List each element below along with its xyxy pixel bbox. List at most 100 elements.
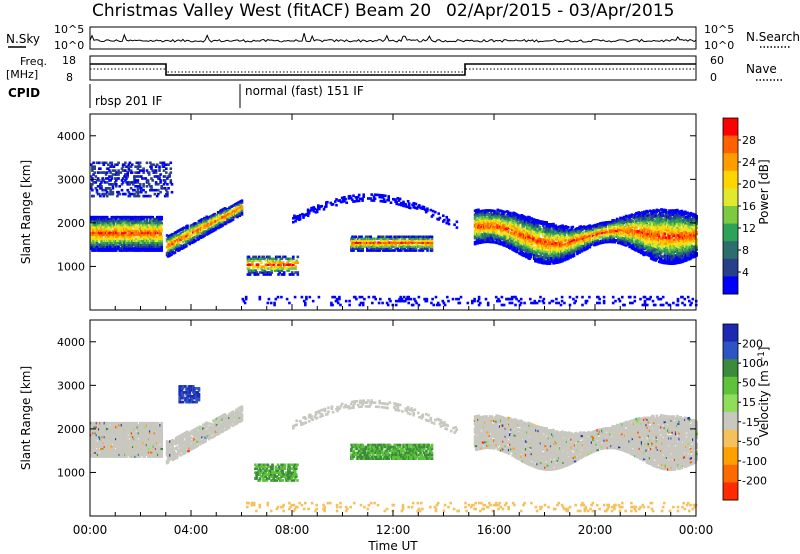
power-echo-band bbox=[673, 250, 677, 253]
power-echo-band bbox=[695, 218, 698, 222]
power-echo-band bbox=[505, 237, 509, 241]
power-echo-midday bbox=[430, 235, 434, 239]
power-echo-early bbox=[100, 235, 103, 239]
power-echo-early bbox=[142, 217, 145, 221]
power-echo-band bbox=[655, 255, 659, 259]
power-echo-early bbox=[99, 233, 102, 237]
power-echo-band bbox=[487, 238, 490, 242]
power-echo-midday bbox=[409, 245, 412, 248]
power-echo-band bbox=[670, 230, 673, 234]
power-echo-band bbox=[562, 231, 565, 235]
power-echo-band bbox=[548, 227, 552, 230]
power-echo-band bbox=[676, 248, 679, 251]
power-echo-band bbox=[530, 232, 534, 236]
power-echo-lowpatch bbox=[251, 263, 254, 266]
power-echo-band bbox=[660, 237, 663, 241]
power-echo-arc bbox=[173, 241, 177, 244]
power-echo-band bbox=[651, 216, 654, 220]
power-echo-band bbox=[596, 238, 600, 242]
power-echo-early bbox=[153, 223, 157, 227]
power-echo-early bbox=[117, 229, 120, 233]
power-echo-lowpatch bbox=[247, 265, 251, 268]
power-echo-band bbox=[536, 223, 539, 226]
power-echo-arc bbox=[221, 224, 224, 227]
power-echo-band bbox=[695, 242, 698, 245]
power-echo-band bbox=[653, 248, 656, 252]
power-echo-lowpatch bbox=[282, 271, 286, 274]
cpid-row: CPID rbsp 201 IF normal (fast) 151 IF bbox=[8, 84, 364, 108]
power-echo-band bbox=[609, 232, 612, 236]
power-echo-band bbox=[501, 229, 504, 233]
power-echo-band bbox=[572, 240, 576, 244]
power-echo-band bbox=[560, 242, 563, 246]
power-echo-band bbox=[569, 256, 572, 259]
power-echo-band bbox=[657, 242, 661, 246]
power-echo-upper bbox=[109, 179, 112, 182]
power-echo-band bbox=[621, 219, 625, 222]
power-echo-band bbox=[594, 241, 597, 244]
power-echo-upper bbox=[117, 169, 120, 172]
power-echo-band bbox=[659, 252, 662, 256]
power-echo-early bbox=[160, 245, 163, 248]
power-echo-early bbox=[157, 223, 160, 227]
power-echo-midday bbox=[386, 237, 389, 241]
power-echo-early bbox=[93, 235, 96, 239]
power-echo-band bbox=[668, 234, 671, 238]
power-echo-band bbox=[585, 237, 588, 241]
power-echo-band bbox=[689, 257, 693, 260]
power-echo-midday bbox=[354, 243, 358, 246]
date-range: 02/Apr/2015 - 03/Apr/2015 bbox=[446, 1, 674, 21]
power-echo-band bbox=[607, 222, 611, 226]
power-echo-early bbox=[113, 241, 117, 244]
power-echo-band bbox=[682, 242, 686, 245]
power-echo-band bbox=[645, 237, 648, 240]
power-echo-band bbox=[685, 223, 688, 227]
power-echo-early bbox=[108, 229, 111, 233]
power-echo-upper bbox=[99, 171, 102, 174]
power-echo-band bbox=[672, 252, 676, 255]
power-echo-early bbox=[153, 233, 157, 237]
power-echo-midday bbox=[420, 247, 424, 250]
power-echo-band bbox=[626, 234, 629, 238]
power-echo-early bbox=[147, 223, 151, 227]
power-echo-lowpatch bbox=[252, 267, 255, 270]
power-echo-band bbox=[477, 220, 480, 223]
power-echo-band bbox=[510, 216, 513, 219]
power-echo-early bbox=[107, 237, 110, 241]
power-echo-midday bbox=[377, 237, 380, 241]
power-echo-upper bbox=[100, 181, 103, 184]
power-echo-band bbox=[505, 219, 509, 223]
power-echo-band bbox=[646, 243, 650, 247]
power-echo-band bbox=[478, 221, 481, 225]
power-echo-early bbox=[140, 235, 143, 239]
power-echo-midday bbox=[410, 249, 413, 252]
power-echo-band bbox=[551, 246, 554, 250]
power-echo-band bbox=[527, 221, 530, 225]
power-echo-band bbox=[695, 240, 698, 243]
power-echo-band bbox=[663, 214, 667, 218]
power-echo-midday bbox=[356, 243, 360, 246]
power-echo-lowpatch bbox=[248, 269, 252, 272]
power-echo-arc bbox=[196, 230, 199, 234]
power-echo-midday bbox=[372, 239, 376, 242]
power-echo-band bbox=[502, 226, 505, 229]
power-echo-lowpatch bbox=[269, 273, 272, 276]
power-echo-midday bbox=[359, 243, 362, 246]
power-echo-band bbox=[492, 213, 495, 217]
power-echo-band bbox=[602, 221, 605, 225]
power-echo-band bbox=[681, 260, 685, 263]
power-echo-early bbox=[123, 229, 126, 233]
power-echo-arc bbox=[170, 253, 173, 256]
power-echo-early bbox=[117, 225, 120, 229]
power-echo-early bbox=[144, 235, 148, 239]
power-echo-band bbox=[629, 226, 633, 230]
power-echo-band bbox=[594, 223, 597, 227]
power-echo-lowpatch bbox=[279, 265, 283, 268]
power-echo-upper bbox=[110, 161, 114, 165]
power-echo-band bbox=[663, 232, 667, 235]
power-echo-band bbox=[546, 250, 550, 254]
power-echo-upper bbox=[108, 175, 111, 178]
power-echo-upper bbox=[99, 167, 102, 170]
power-echo-band bbox=[680, 231, 684, 234]
power-echo-lowpatch bbox=[290, 271, 294, 274]
